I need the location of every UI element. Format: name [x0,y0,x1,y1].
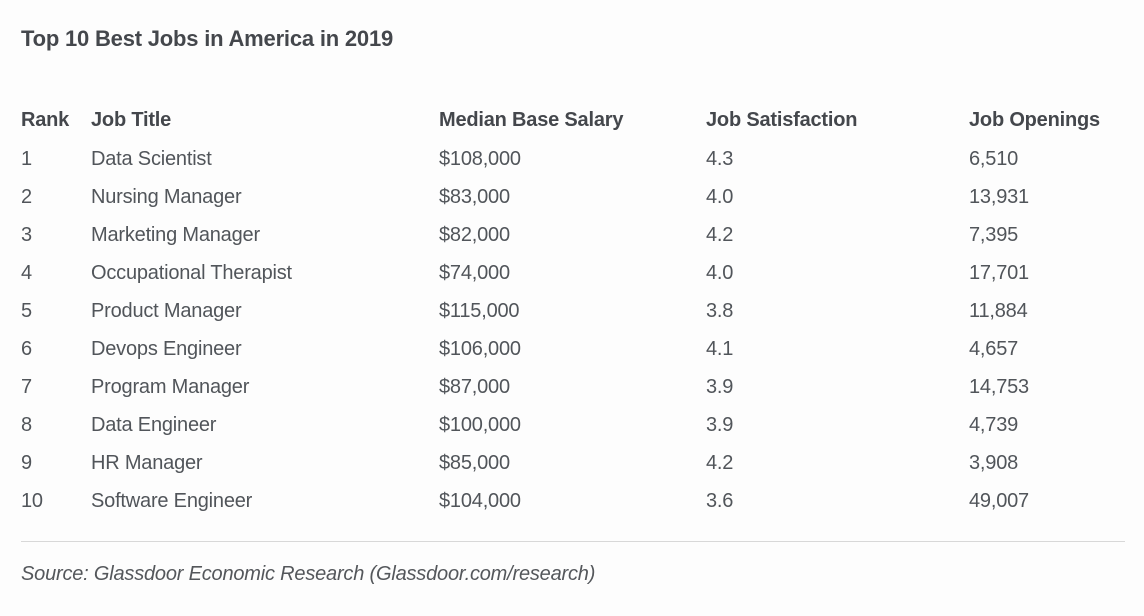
rank-cell: 3 [21,223,32,246]
divider [21,541,1125,542]
rank-cell: 8 [21,413,32,436]
job-title-link[interactable]: Software Engineer [91,489,253,512]
table-body: 1 Data Scientist $108,000 4.3 6,510 2 Nursing … [21,140,1125,520]
table-row: 10 Software Engineer $104,000 3.6 49,007 [21,482,1125,520]
table-header: Rank Job Title Median Base Salary Job Sa… [21,100,1125,140]
table-row: 5 Product Manager $115,000 3.8 11,884 [21,292,1125,330]
job-title-link[interactable]: Product Manager [91,299,242,322]
table-row: 2 Nursing Manager $83,000 4.0 13,931 [21,178,1125,216]
satisfaction-cell: 4.2 [706,451,734,474]
openings-cell: 49,007 [969,489,1029,512]
openings-cell: 6,510 [969,147,1019,170]
table-row: 9 HR Manager $85,000 4.2 3,908 [21,444,1125,482]
job-title-link[interactable]: Data Scientist [91,147,212,170]
openings-cell: 4,657 [969,337,1019,360]
salary-cell: $87,000 [439,375,510,398]
salary-cell: $115,000 [439,299,520,322]
rank-cell: 2 [21,185,32,208]
source-note: Source: Glassdoor Economic Research (Gla… [21,563,596,585]
satisfaction-cell: 4.3 [706,147,734,170]
column-header-job-satisfaction: Job Satisfaction [706,108,858,131]
column-header-job-openings: Job Openings [969,108,1100,131]
table-row: 6 Devops Engineer $106,000 4.1 4,657 [21,330,1125,368]
column-header-median-salary: Median Base Salary [439,108,624,131]
column-header-job-title: Job Title [91,108,172,131]
table-row: 8 Data Engineer $100,000 3.9 4,739 [21,406,1125,444]
openings-cell: 11,884 [969,299,1028,322]
satisfaction-cell: 4.2 [706,223,734,246]
satisfaction-cell: 3.8 [706,299,734,322]
salary-cell: $108,000 [439,147,521,170]
table-row: 1 Data Scientist $108,000 4.3 6,510 [21,140,1125,178]
rank-cell: 7 [21,375,32,398]
satisfaction-cell: 4.1 [706,337,734,360]
openings-cell: 17,701 [969,261,1029,284]
salary-cell: $74,000 [439,261,510,284]
satisfaction-cell: 3.6 [706,489,734,512]
job-title-link[interactable]: Marketing Manager [91,223,260,246]
satisfaction-cell: 4.0 [706,185,734,208]
satisfaction-cell: 4.0 [706,261,734,284]
salary-cell: $83,000 [439,185,510,208]
table-header-row: Rank Job Title Median Base Salary Job Sa… [21,100,1125,140]
rank-cell: 9 [21,451,32,474]
job-title-link[interactable]: Data Engineer [91,413,217,436]
openings-cell: 3,908 [969,451,1019,474]
openings-cell: 14,753 [969,375,1029,398]
salary-cell: $82,000 [439,223,510,246]
jobs-table: Rank Job Title Median Base Salary Job Sa… [21,100,1125,520]
page-title: Top 10 Best Jobs in America in 2019 [21,26,394,51]
rank-cell: 4 [21,261,32,284]
table-row: 3 Marketing Manager $82,000 4.2 7,395 [21,216,1125,254]
salary-cell: $85,000 [439,451,510,474]
column-header-rank: Rank [21,108,70,131]
rank-cell: 10 [21,489,43,512]
openings-cell: 7,395 [969,223,1019,246]
rank-cell: 1 [21,147,32,170]
salary-cell: $106,000 [439,337,521,360]
rank-cell: 5 [21,299,32,322]
job-title-link[interactable]: Nursing Manager [91,185,242,208]
openings-cell: 4,739 [969,413,1019,436]
table-row: 7 Program Manager $87,000 3.9 14,753 [21,368,1125,406]
satisfaction-cell: 3.9 [706,375,734,398]
job-title-link[interactable]: Occupational Therapist [91,261,292,284]
job-title-link[interactable]: Program Manager [91,375,250,398]
table-row: 4 Occupational Therapist $74,000 4.0 17,701 [21,254,1125,292]
rank-cell: 6 [21,337,32,360]
job-title-link[interactable]: Devops Engineer [91,337,242,360]
salary-cell: $104,000 [439,489,521,512]
satisfaction-cell: 3.9 [706,413,734,436]
salary-cell: $100,000 [439,413,521,436]
openings-cell: 13,931 [969,185,1029,208]
job-title-link[interactable]: HR Manager [91,451,203,474]
